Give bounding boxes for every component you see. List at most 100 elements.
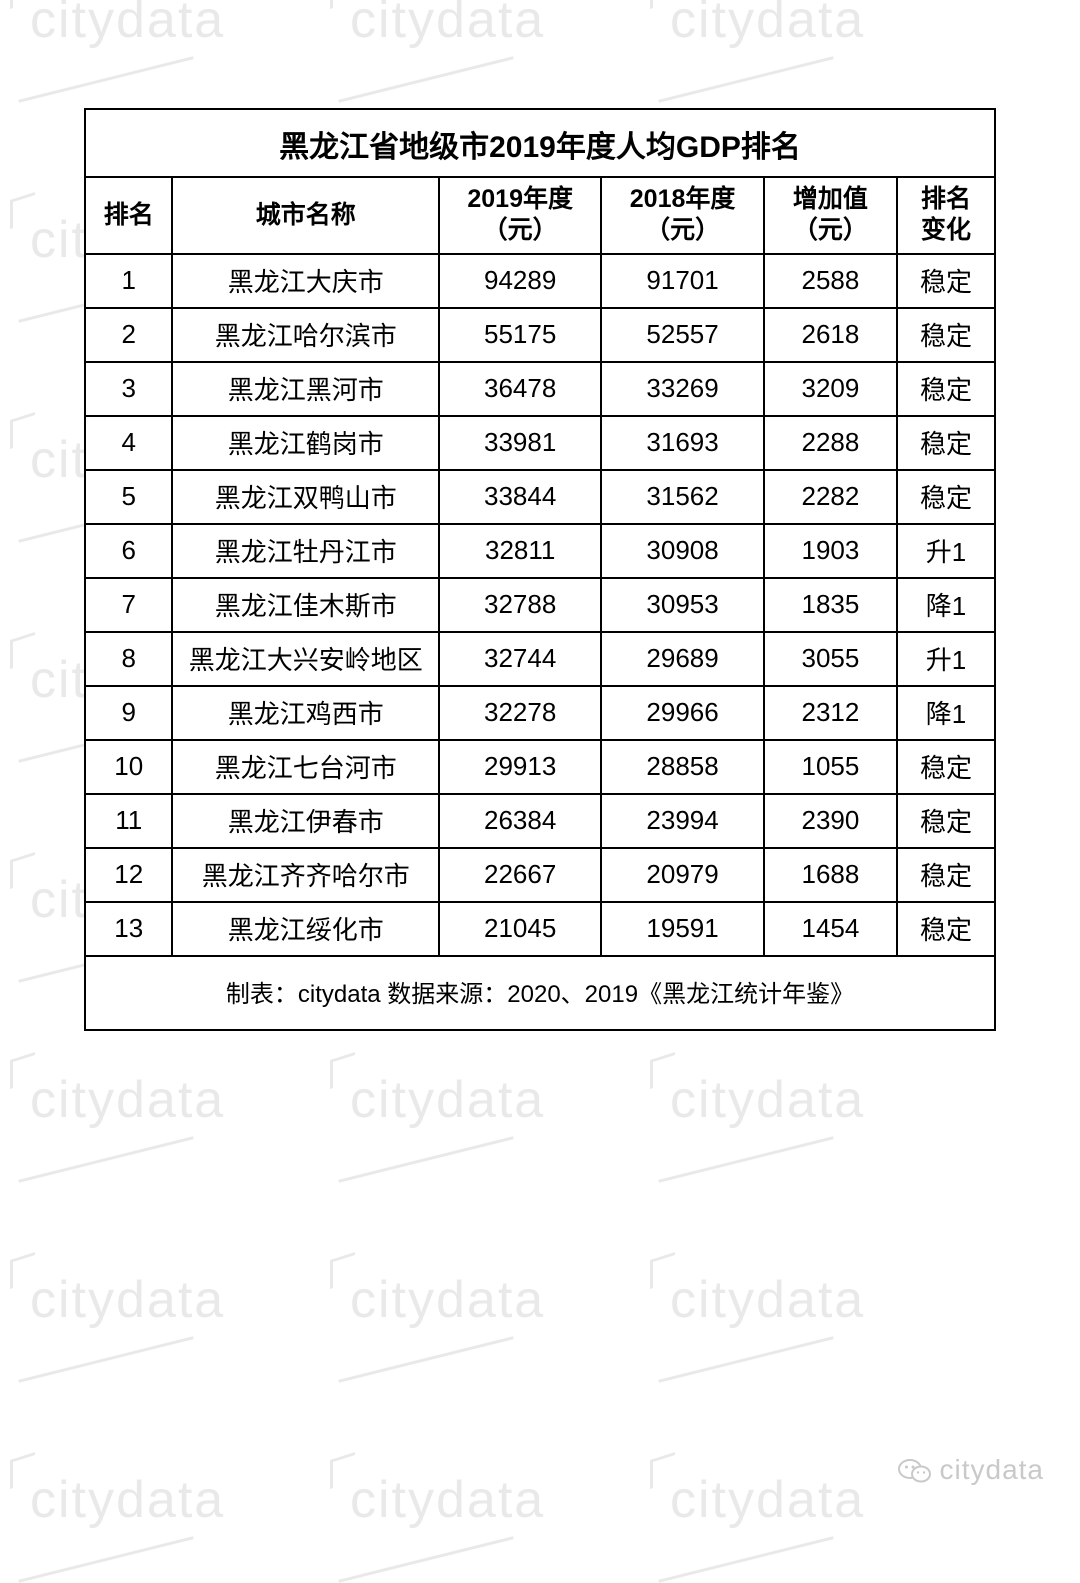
cell-y2019: 94289 [439, 254, 601, 308]
cell-city: 黑龙江齐齐哈尔市 [172, 848, 439, 902]
cell-city: 黑龙江大庆市 [172, 254, 439, 308]
cell-y2018: 29966 [601, 686, 763, 740]
cell-change: 降1 [897, 686, 995, 740]
cell-change: 稳定 [897, 848, 995, 902]
cell-rank: 3 [85, 362, 172, 416]
cell-city: 黑龙江牡丹江市 [172, 524, 439, 578]
watermark: citydata [30, 1470, 225, 1561]
table-row: 6黑龙江牡丹江市32811309081903升1 [85, 524, 995, 578]
cell-rank: 6 [85, 524, 172, 578]
cell-rank: 11 [85, 794, 172, 848]
cell-inc: 2288 [764, 416, 897, 470]
watermark: citydata [670, 1070, 865, 1161]
cell-inc: 2282 [764, 470, 897, 524]
wechat-icon [898, 1455, 932, 1485]
column-header-rank: 排名 [85, 177, 172, 254]
table-row: 12黑龙江齐齐哈尔市22667209791688稳定 [85, 848, 995, 902]
table-row: 9黑龙江鸡西市32278299662312降1 [85, 686, 995, 740]
table-footer: 制表：citydata 数据来源：2020、2019《黑龙江统计年鉴》 [85, 956, 995, 1030]
cell-change: 稳定 [897, 254, 995, 308]
cell-city: 黑龙江双鸭山市 [172, 470, 439, 524]
cell-rank: 12 [85, 848, 172, 902]
cell-y2018: 30953 [601, 578, 763, 632]
column-header-y2018: 2018年度（元） [601, 177, 763, 254]
table-row: 11黑龙江伊春市26384239942390稳定 [85, 794, 995, 848]
cell-y2019: 33844 [439, 470, 601, 524]
cell-inc: 2312 [764, 686, 897, 740]
cell-rank: 2 [85, 308, 172, 362]
cell-city: 黑龙江黑河市 [172, 362, 439, 416]
cell-inc: 1688 [764, 848, 897, 902]
watermark: citydata [670, 0, 865, 81]
watermark: citydata [30, 0, 225, 81]
cell-y2019: 33981 [439, 416, 601, 470]
table-row: 1黑龙江大庆市94289917012588稳定 [85, 254, 995, 308]
table-header-row: 排名城市名称2019年度（元）2018年度（元）增加值（元）排名变化 [85, 177, 995, 254]
cell-rank: 1 [85, 254, 172, 308]
cell-change: 升1 [897, 632, 995, 686]
cell-change: 稳定 [897, 902, 995, 956]
cell-y2018: 52557 [601, 308, 763, 362]
watermark: citydata [350, 0, 545, 81]
table-title: 黑龙江省地级市2019年度人均GDP排名 [85, 109, 995, 177]
cell-rank: 4 [85, 416, 172, 470]
cell-city: 黑龙江大兴安岭地区 [172, 632, 439, 686]
cell-y2019: 21045 [439, 902, 601, 956]
cell-rank: 7 [85, 578, 172, 632]
cell-rank: 5 [85, 470, 172, 524]
cell-inc: 1454 [764, 902, 897, 956]
cell-inc: 2588 [764, 254, 897, 308]
table-row: 2黑龙江哈尔滨市55175525572618稳定 [85, 308, 995, 362]
cell-city: 黑龙江佳木斯市 [172, 578, 439, 632]
column-header-change: 排名变化 [897, 177, 995, 254]
cell-y2019: 32811 [439, 524, 601, 578]
cell-inc: 2618 [764, 308, 897, 362]
table-row: 3黑龙江黑河市36478332693209稳定 [85, 362, 995, 416]
watermark: citydata [30, 1070, 225, 1161]
cell-city: 黑龙江伊春市 [172, 794, 439, 848]
cell-y2019: 26384 [439, 794, 601, 848]
watermark: citydata [350, 1270, 545, 1361]
cell-y2019: 36478 [439, 362, 601, 416]
watermark: citydata [30, 1270, 225, 1361]
cell-rank: 10 [85, 740, 172, 794]
cell-y2018: 31693 [601, 416, 763, 470]
cell-y2019: 22667 [439, 848, 601, 902]
cell-inc: 1903 [764, 524, 897, 578]
cell-rank: 8 [85, 632, 172, 686]
gdp-table-card: 黑龙江省地级市2019年度人均GDP排名 排名城市名称2019年度（元）2018… [84, 108, 996, 1031]
cell-change: 稳定 [897, 470, 995, 524]
column-header-city: 城市名称 [172, 177, 439, 254]
cell-y2018: 33269 [601, 362, 763, 416]
cell-change: 稳定 [897, 416, 995, 470]
cell-inc: 1835 [764, 578, 897, 632]
cell-y2018: 23994 [601, 794, 763, 848]
cell-y2019: 32278 [439, 686, 601, 740]
cell-inc: 3055 [764, 632, 897, 686]
cell-inc: 2390 [764, 794, 897, 848]
table-body: 1黑龙江大庆市94289917012588稳定2黑龙江哈尔滨市551755255… [85, 254, 995, 956]
table-row: 4黑龙江鹤岗市33981316932288稳定 [85, 416, 995, 470]
column-header-y2019: 2019年度（元） [439, 177, 601, 254]
table-row: 5黑龙江双鸭山市33844315622282稳定 [85, 470, 995, 524]
cell-change: 降1 [897, 578, 995, 632]
cell-inc: 3209 [764, 362, 897, 416]
cell-rank: 9 [85, 686, 172, 740]
table-row: 8黑龙江大兴安岭地区32744296893055升1 [85, 632, 995, 686]
table-row: 10黑龙江七台河市29913288581055稳定 [85, 740, 995, 794]
cell-y2018: 28858 [601, 740, 763, 794]
cell-y2019: 55175 [439, 308, 601, 362]
watermark: citydata [350, 1470, 545, 1561]
cell-y2018: 30908 [601, 524, 763, 578]
cell-y2019: 32744 [439, 632, 601, 686]
cell-city: 黑龙江鹤岗市 [172, 416, 439, 470]
cell-y2019: 32788 [439, 578, 601, 632]
cell-change: 稳定 [897, 794, 995, 848]
table-row: 13黑龙江绥化市21045195911454稳定 [85, 902, 995, 956]
cell-y2018: 91701 [601, 254, 763, 308]
cell-change: 稳定 [897, 740, 995, 794]
table-row: 7黑龙江佳木斯市32788309531835降1 [85, 578, 995, 632]
cell-y2018: 19591 [601, 902, 763, 956]
cell-inc: 1055 [764, 740, 897, 794]
watermark: citydata [350, 1070, 545, 1161]
